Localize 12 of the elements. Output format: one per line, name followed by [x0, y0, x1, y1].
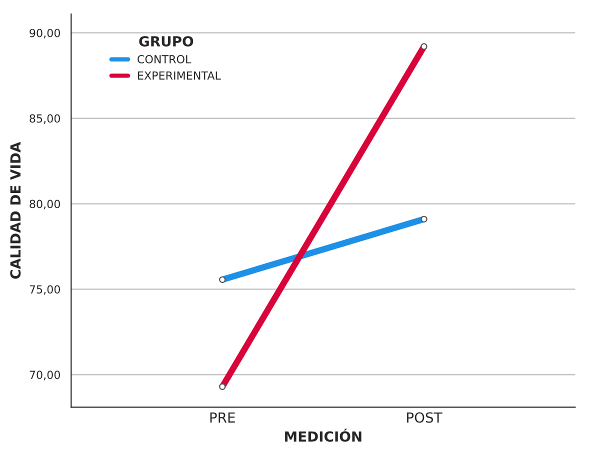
x-tick-label: POST: [407, 412, 442, 423]
x-axis-title: MEDICIÓN: [285, 428, 362, 442]
x-tick-label: PRE: [210, 412, 235, 423]
y-tick-label: 85,00: [30, 114, 60, 124]
y-tick-label: 75,00: [30, 285, 60, 295]
y-tick-label: 80,00: [30, 200, 60, 210]
legend-label: EXPERIMENTAL: [138, 71, 221, 80]
legend-title: GRUPO: [139, 36, 194, 47]
y-tick-label: 70,00: [30, 370, 60, 380]
y-axis-title: CALIDAD DE VIDA: [10, 142, 21, 279]
y-tick-label: 90,00: [30, 28, 60, 38]
legend-label: CONTROL: [138, 55, 192, 64]
